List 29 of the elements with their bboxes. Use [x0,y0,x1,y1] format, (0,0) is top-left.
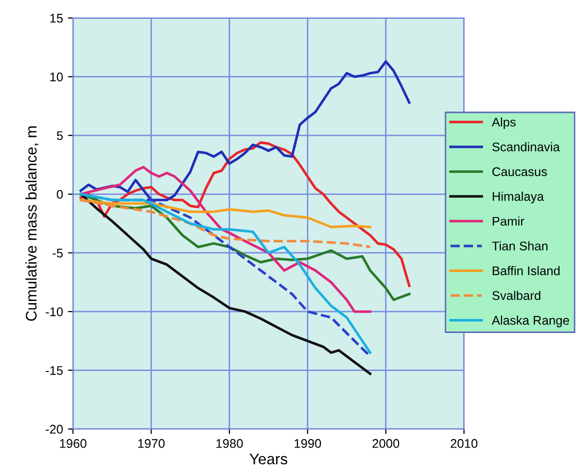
y-tick-label: -5 [52,248,63,258]
x-tick-label: 1990 [294,439,322,448]
x-tick-label: 1980 [216,439,243,448]
legend-label: Baffin Island [492,266,560,276]
legend-label: Alaska Range [492,316,570,328]
x-tick-label: 2000 [372,439,400,448]
x-tick-label: 1960 [60,439,86,448]
legend-label: Svalbard [492,290,540,300]
y-tick-label: -15 [46,366,63,375]
x-axis-title: Years [250,454,288,464]
y-tick-label: 15 [50,14,63,23]
line-series [80,60,411,202]
legend-label: Alps [492,117,516,130]
y-tick-label: 5 [56,131,63,140]
y-tick-label: 0 [56,190,63,199]
legend-label: Caucasus [492,167,547,176]
line-series [80,198,372,248]
legend-label: Himalaya [492,192,544,204]
x-tick-label: 1970 [138,439,165,448]
y-tick-label: -20 [46,424,63,434]
y-axis-title: Cumulative mass balance, m [25,126,38,321]
y-tick-label: -10 [46,307,63,316]
legend-label: Tian Shan [492,241,548,250]
legend-label: Pamir [492,216,524,226]
legend-label: Scandinavia [492,142,560,152]
x-tick-label: 2010 [450,439,478,448]
y-tick-label: 10 [50,72,63,82]
line-series [80,198,372,228]
line-series [80,166,372,313]
